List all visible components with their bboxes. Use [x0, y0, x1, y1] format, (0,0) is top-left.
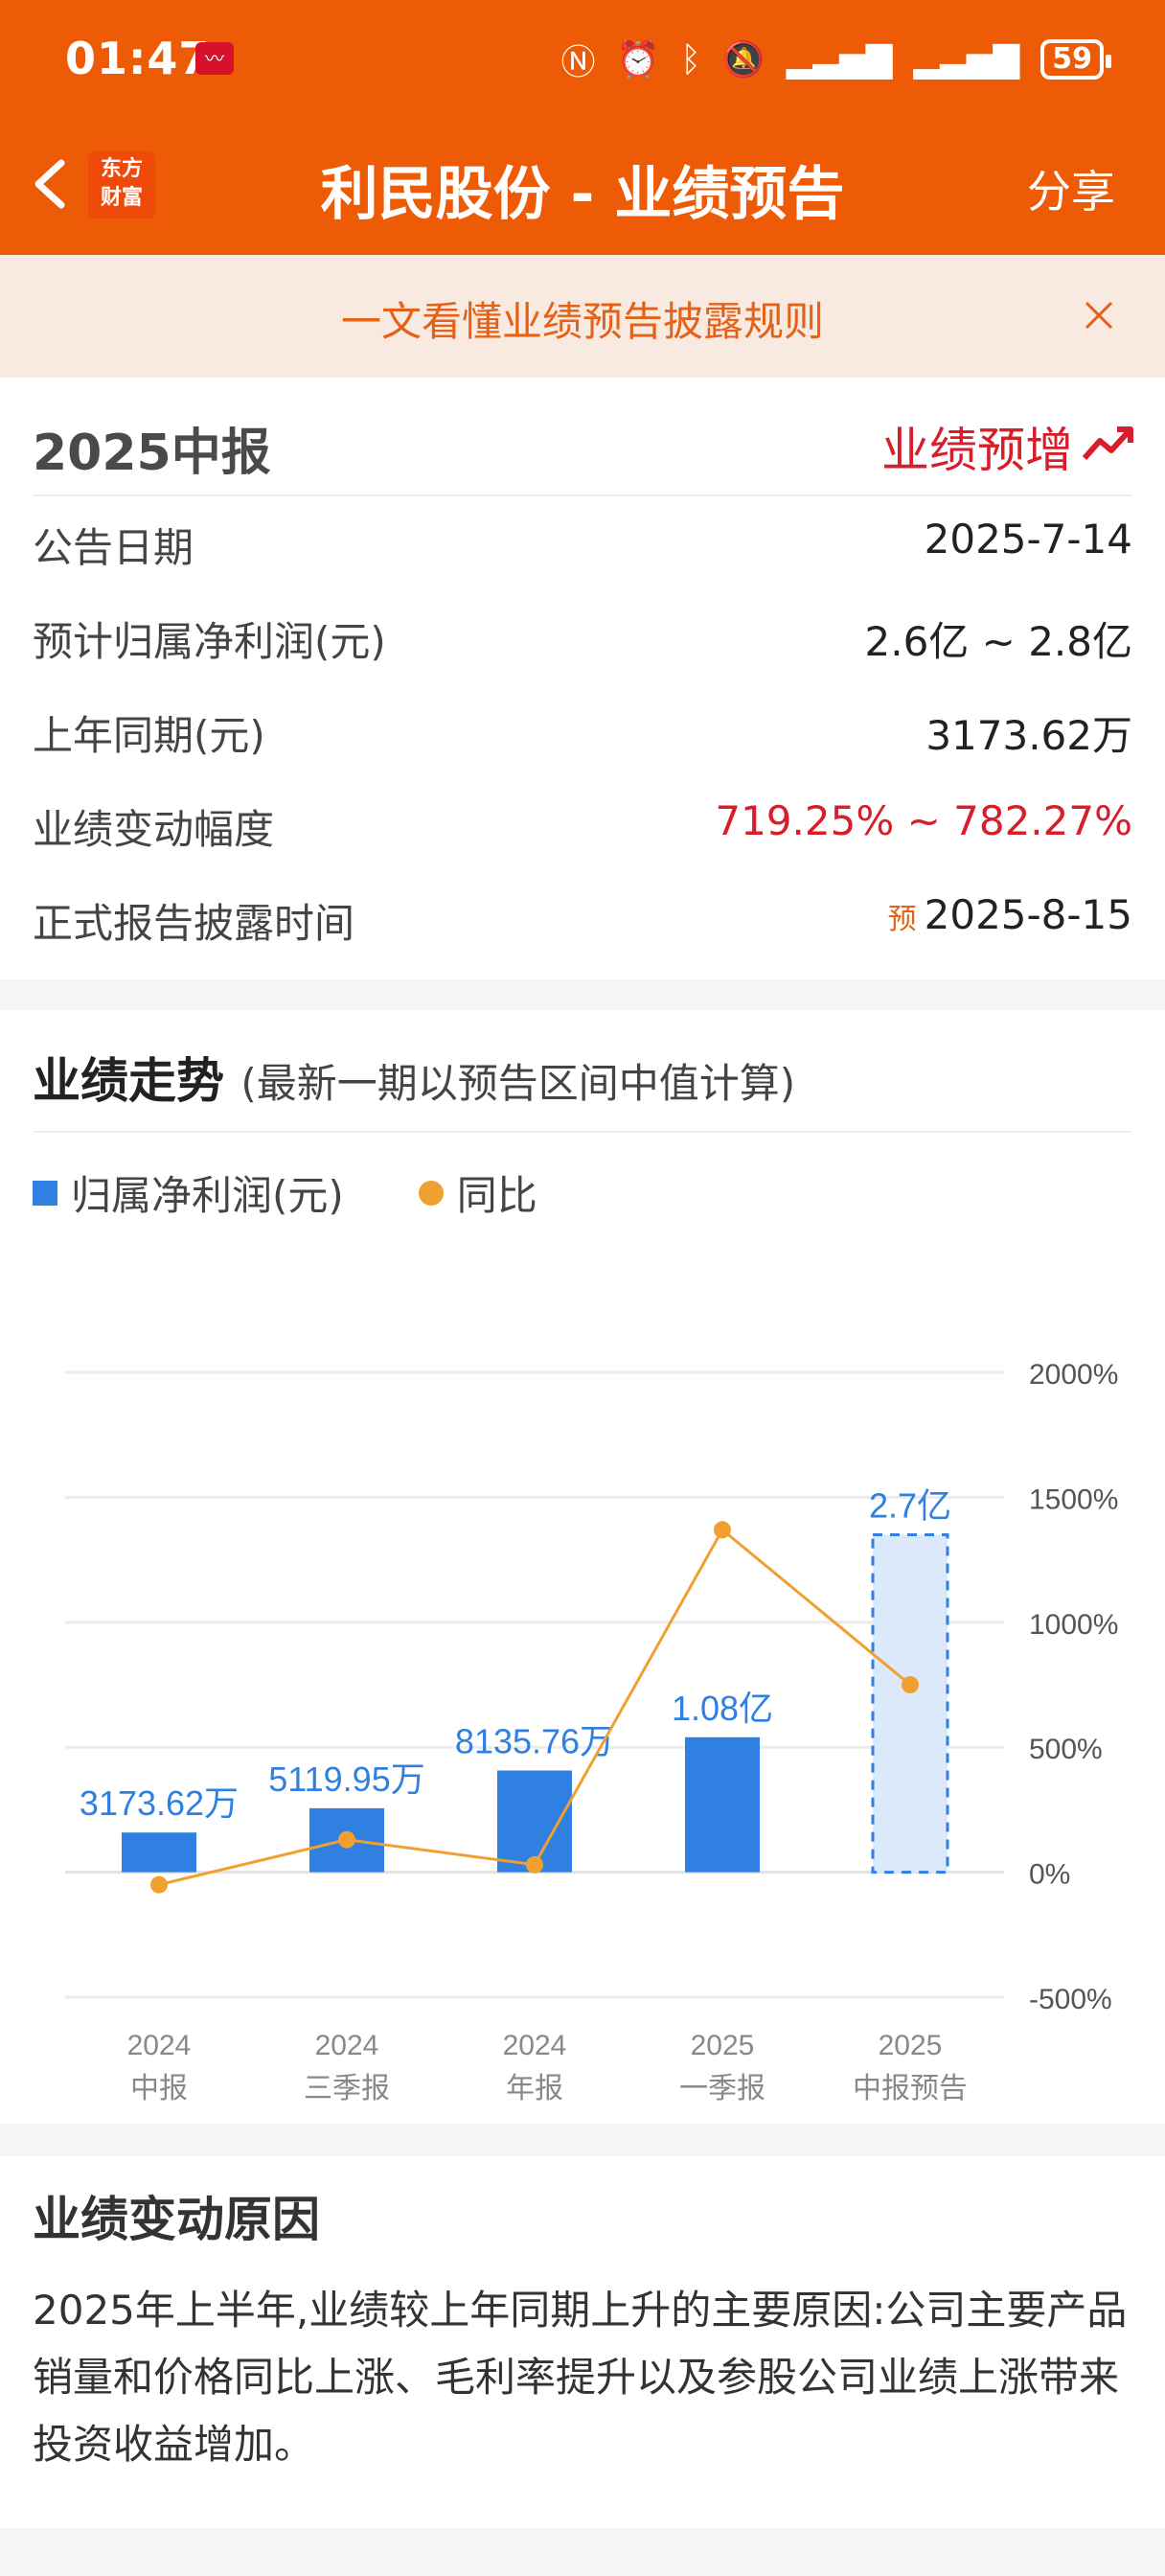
trend-title-text: 业绩走势: [33, 1053, 224, 1109]
divider: [33, 1131, 1132, 1133]
bar-data-label: 8135.76万: [455, 1722, 614, 1761]
yoy-point: [150, 1875, 168, 1894]
x-axis-tick-label-period: 年报: [506, 2073, 563, 2104]
row-label: 预计归属净利润(元): [33, 618, 386, 665]
profit-trend-chart[interactable]: 2000% 1500% 1000% 500% 0% -500% 3173.62万 5119.9…: [0, 1240, 1165, 2122]
chart-legend: 归属净利润(元) 同比: [33, 1163, 537, 1222]
row-value: 2025-8-15: [924, 891, 1132, 938]
trend-subtitle: (最新一期以预告区间中值计算): [240, 1060, 796, 1107]
preliminary-tag: 预: [887, 903, 917, 936]
bluetooth-icon: ᛒ: [680, 39, 701, 80]
divider: [33, 494, 1132, 496]
x-axis-tick-label-period: 中报: [130, 2073, 188, 2104]
forecast-bar: [871, 1533, 949, 1874]
report-period-title: 2025中报: [33, 425, 271, 482]
bar-data-label: 1.08亿: [672, 1689, 773, 1728]
nfc-icon: Ⓝ: [560, 43, 596, 82]
x-axis-tick-label-year: 2025: [691, 2030, 755, 2061]
bar-data-label: 3173.62万: [80, 1783, 239, 1823]
row-value: 3173.62万: [925, 712, 1132, 759]
status-time: 01:47: [65, 33, 211, 84]
trend-title: 业绩走势 (最新一期以预告区间中值计算): [33, 1043, 795, 1112]
yoy-point: [902, 1676, 919, 1693]
disclosure-rules-banner[interactable]: 一文看懂业绩预告披露规则: [0, 255, 1165, 378]
status-bar: 01:47 〰 Ⓝ ⏰ ᛒ 🔕 ▂▃▅▇ ▂▃▅▇ 59: [0, 0, 1165, 115]
y-axis-tick-label: -500%: [1029, 1984, 1112, 2015]
x-axis-tick-label-year: 2024: [127, 2030, 192, 2061]
yoy-point: [714, 1521, 731, 1539]
bar-data-label: 2.7亿: [869, 1486, 951, 1526]
y-axis-tick-label: 1500%: [1029, 1484, 1118, 1515]
eastmoney-logo: 东方 财富: [88, 151, 155, 218]
legend-line-swatch: [418, 1180, 444, 1206]
reason-text: 2025年上半年,业绩较上年同期上升的主要原因:公司主要产品销量和价格同比上涨、…: [33, 2287, 1128, 2468]
x-axis-tick-label-year: 2024: [503, 2030, 567, 2061]
info-row-prior-year: 上年同期(元) 3173.62万: [0, 684, 1165, 778]
nav-bar: 东方 财富 利民股份 - 业绩预告 分享: [0, 115, 1165, 255]
row-label: 上年同期(元): [33, 712, 265, 759]
row-label: 正式报告披露时间: [33, 900, 355, 947]
signal-icon: ▂▃▅▇: [786, 39, 893, 80]
profit-bar: [122, 1832, 196, 1873]
row-value: 719.25% ~ 782.27%: [715, 797, 1132, 844]
legend-line-label: 同比: [456, 1172, 537, 1219]
status-icons: Ⓝ ⏰ ᛒ 🔕 ▂▃▅▇ ▂▃▅▇ 59: [560, 34, 1111, 84]
yoy-point: [338, 1830, 355, 1849]
info-row-report-date: 正式报告披露时间 预 2025-8-15: [0, 872, 1165, 966]
yoy-point: [526, 1855, 543, 1874]
y-axis-tick-label: 1000%: [1029, 1609, 1118, 1641]
logo-text-line2: 财富: [100, 186, 143, 210]
legend-bar-label: 归属净利润(元): [71, 1172, 344, 1219]
info-row-announce-date: 公告日期 2025-7-14: [0, 496, 1165, 590]
bar-data-label: 5119.95万: [268, 1760, 424, 1799]
close-icon[interactable]: [1075, 291, 1123, 339]
share-button[interactable]: 分享: [1027, 166, 1115, 218]
reason-card: 业绩变动原因 2025年上半年,业绩较上年同期上升的主要原因:公司主要产品销量和…: [0, 2156, 1165, 2528]
y-axis-tick-label: 0%: [1029, 1859, 1070, 1891]
back-arrow-icon[interactable]: [23, 153, 80, 215]
mute-icon: 🔕: [721, 40, 765, 80]
x-axis-tick-label-year: 2024: [315, 2030, 379, 2061]
x-axis-tick-label-period: 一季报: [679, 2073, 765, 2104]
trending-up-icon: [1082, 426, 1133, 460]
info-row-expected-profit: 预计归属净利润(元) 2.6亿 ~ 2.8亿: [0, 590, 1165, 684]
page-title: 利民股份 - 业绩预告: [320, 161, 845, 228]
alarm-icon: ⏰: [616, 40, 660, 80]
row-value: 2025-7-14: [924, 516, 1132, 563]
x-axis-tick-label-period: 中报预告: [853, 2073, 968, 2104]
row-value: 2.6亿 ~ 2.8亿: [864, 618, 1132, 665]
stock-app-notification-icon: 〰: [195, 42, 234, 75]
row-value-wrap: 预 2025-8-15: [888, 891, 1132, 938]
legend-bar-swatch: [33, 1180, 57, 1206]
y-axis-tick-label: 500%: [1029, 1734, 1103, 1765]
signal-icon: ▂▃▅▇: [913, 39, 1020, 80]
profit-bar: [685, 1736, 760, 1873]
x-axis-tick-label-period: 三季报: [304, 2073, 390, 2104]
row-label: 公告日期: [33, 524, 194, 571]
forecast-card: 2025中报 业绩预增 公告日期 2025-7-14 预计归属净利润(元) 2.…: [0, 378, 1165, 979]
forecast-type-label: 业绩预增: [881, 423, 1073, 478]
info-row-change-range: 业绩变动幅度 719.25% ~ 782.27%: [0, 778, 1165, 872]
trend-card: 业绩走势 (最新一期以预告区间中值计算) 归属净利润(元) 同比 2000% 15…: [0, 1010, 1165, 2124]
reason-title: 业绩变动原因: [33, 2192, 320, 2247]
battery-indicator: 59: [1040, 39, 1111, 80]
row-label: 业绩变动幅度: [33, 806, 275, 853]
banner-link-text[interactable]: 一文看懂业绩预告披露规则: [340, 298, 824, 345]
x-axis-tick-label-year: 2025: [879, 2030, 943, 2061]
y-axis-tick-label: 2000%: [1029, 1359, 1118, 1391]
logo-text-line1: 东方: [100, 157, 143, 181]
